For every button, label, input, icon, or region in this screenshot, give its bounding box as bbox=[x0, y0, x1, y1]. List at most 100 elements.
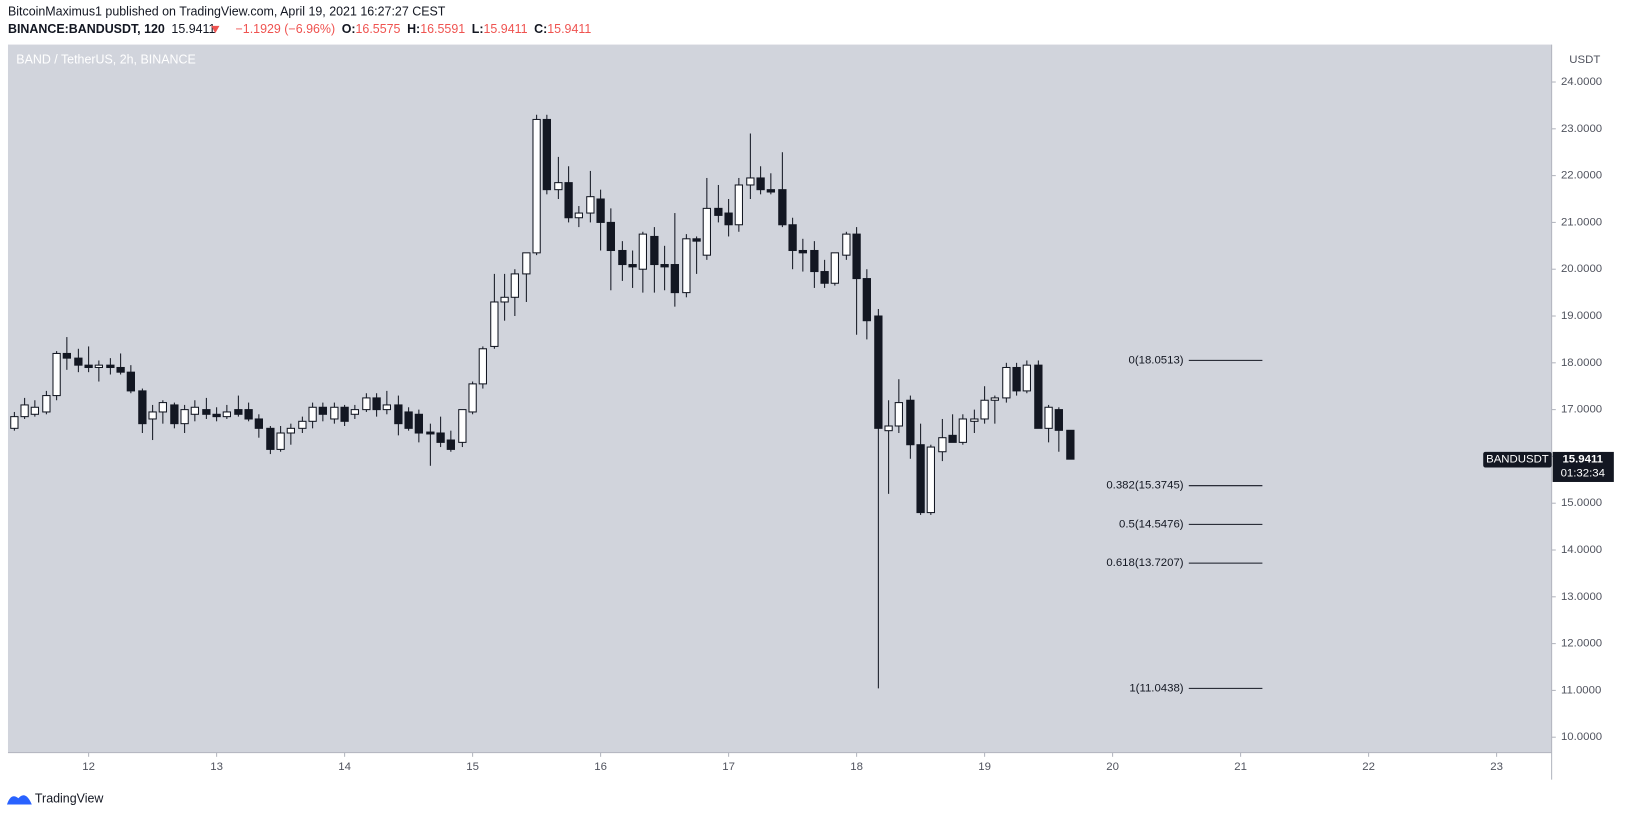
candle-body bbox=[468, 383, 477, 413]
candle bbox=[628, 250, 637, 288]
candle-body bbox=[212, 413, 221, 418]
candle-body bbox=[542, 118, 551, 191]
candle bbox=[500, 273, 509, 321]
candle-body bbox=[894, 402, 903, 427]
candle-body bbox=[20, 404, 29, 418]
candle bbox=[554, 156, 563, 200]
candle bbox=[254, 414, 264, 438]
candle-body bbox=[724, 212, 733, 226]
published-line: BitcoinMaximus1 published on TradingView… bbox=[8, 5, 446, 19]
candle-body bbox=[436, 432, 445, 443]
candle-body bbox=[532, 118, 541, 254]
candle bbox=[490, 273, 499, 349]
candle bbox=[938, 418, 947, 462]
candle-body bbox=[756, 177, 765, 191]
candle-body bbox=[820, 271, 829, 284]
candle-body bbox=[766, 189, 775, 193]
candle-body bbox=[586, 196, 595, 214]
candle-body bbox=[670, 264, 679, 294]
candle bbox=[436, 416, 445, 448]
candle bbox=[1002, 362, 1011, 403]
candle-body bbox=[1066, 429, 1075, 460]
price-tag-countdown: 01:32:34 bbox=[1561, 468, 1605, 480]
candle bbox=[62, 337, 72, 370]
candle bbox=[586, 170, 595, 223]
open-value: 16.5575 bbox=[356, 22, 401, 36]
candle bbox=[862, 269, 871, 340]
candle-body bbox=[692, 238, 701, 242]
candle-body bbox=[1012, 366, 1021, 392]
candle bbox=[468, 381, 477, 415]
candle-body bbox=[446, 439, 455, 450]
candle bbox=[234, 395, 243, 417]
x-tick-label: 13 bbox=[210, 761, 223, 773]
candle bbox=[842, 231, 851, 260]
candle bbox=[382, 390, 391, 415]
y-tick-label: 19.0000 bbox=[1561, 310, 1602, 322]
candle-body bbox=[30, 406, 40, 415]
candle bbox=[170, 402, 179, 429]
candle bbox=[894, 379, 903, 434]
candle-body bbox=[318, 406, 327, 415]
x-tick-label: 18 bbox=[850, 761, 863, 773]
low-value: 15.9411 bbox=[483, 22, 527, 36]
candle-body bbox=[254, 418, 264, 429]
candle bbox=[724, 199, 733, 237]
candle-body bbox=[980, 399, 989, 420]
candle bbox=[148, 404, 157, 441]
candle bbox=[542, 114, 551, 195]
candle-body bbox=[414, 413, 423, 434]
candle bbox=[180, 404, 189, 434]
candle bbox=[670, 213, 679, 307]
candle bbox=[458, 409, 467, 448]
candle bbox=[596, 189, 605, 251]
candle bbox=[874, 308, 883, 689]
candle-body bbox=[906, 399, 915, 446]
candle bbox=[1066, 429, 1075, 460]
candle bbox=[906, 395, 915, 459]
candle bbox=[606, 208, 615, 291]
candle-body bbox=[62, 352, 72, 359]
candle-body bbox=[10, 416, 19, 429]
candle bbox=[510, 269, 519, 317]
candle bbox=[852, 227, 861, 335]
low-label: L: bbox=[472, 22, 484, 36]
candle bbox=[926, 444, 935, 515]
y-tick-label: 14.0000 bbox=[1561, 544, 1602, 556]
candle bbox=[426, 423, 435, 466]
ticker-tag bbox=[1483, 451, 1552, 468]
candle-body bbox=[990, 397, 999, 401]
candle-body bbox=[938, 437, 947, 453]
candle-body bbox=[84, 364, 93, 369]
price-tag bbox=[1552, 451, 1614, 482]
candle-body bbox=[94, 364, 104, 369]
candle-body bbox=[574, 212, 583, 219]
candle-body bbox=[596, 198, 605, 223]
candle-body bbox=[244, 409, 253, 420]
candle bbox=[202, 397, 211, 419]
candle-body bbox=[746, 177, 755, 186]
candle bbox=[532, 114, 541, 256]
x-tick-label: 17 bbox=[722, 761, 735, 773]
high-value: 16.5591 bbox=[420, 22, 465, 36]
x-tick-label: 12 bbox=[82, 761, 95, 773]
candle bbox=[650, 227, 659, 293]
y-tick-label: 21.0000 bbox=[1561, 216, 1602, 228]
x-tick-label: 21 bbox=[1234, 761, 1247, 773]
change: −1.1929 (−6.96%) bbox=[236, 22, 336, 36]
candle-body bbox=[702, 207, 711, 256]
close-label: C: bbox=[534, 22, 547, 36]
candle-body bbox=[266, 427, 275, 450]
candle bbox=[84, 346, 93, 373]
candle bbox=[564, 166, 573, 223]
candle bbox=[42, 390, 51, 415]
candle bbox=[94, 360, 104, 382]
candle bbox=[394, 395, 403, 436]
x-tick-label: 15 bbox=[466, 761, 479, 773]
candle-body bbox=[340, 406, 349, 422]
candle bbox=[948, 414, 957, 443]
candle bbox=[692, 236, 701, 274]
candle-body bbox=[362, 397, 371, 411]
candle bbox=[638, 231, 647, 293]
